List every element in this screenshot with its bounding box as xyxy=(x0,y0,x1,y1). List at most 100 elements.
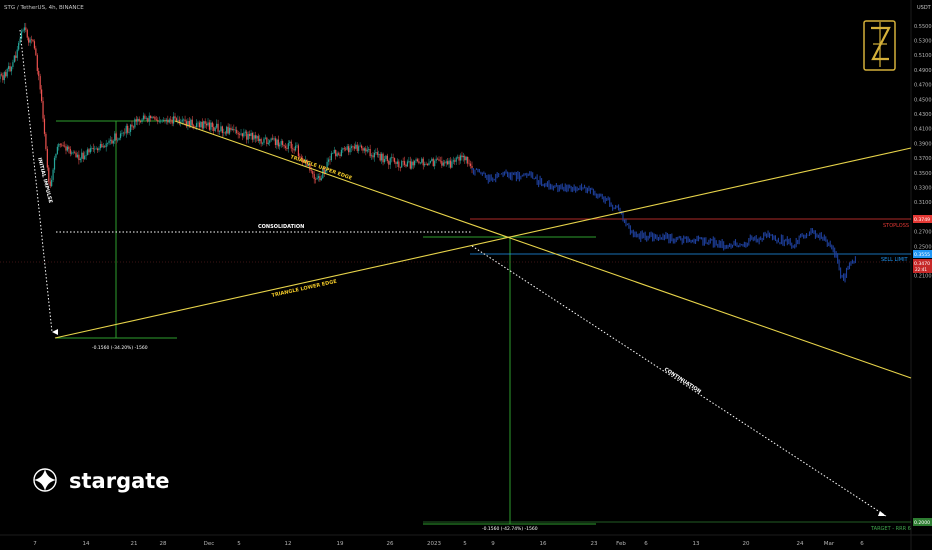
candle-body xyxy=(457,156,459,158)
candle-body xyxy=(16,49,18,58)
candle-body xyxy=(101,144,103,148)
candle-body xyxy=(10,66,13,72)
candle-body xyxy=(221,126,223,133)
candle-body xyxy=(249,134,251,136)
x-tick-label: 6 xyxy=(860,541,864,547)
candle-body xyxy=(0,74,1,79)
candle-body xyxy=(61,144,63,146)
candle-body xyxy=(210,122,212,130)
candle-body xyxy=(276,139,278,146)
candle-body xyxy=(352,146,354,147)
candle-body xyxy=(372,155,374,158)
candle-body xyxy=(35,48,37,56)
candle-body xyxy=(274,138,277,146)
candle-body xyxy=(329,159,331,161)
candle-body xyxy=(29,39,31,43)
candle-body xyxy=(231,129,234,130)
candle-body xyxy=(86,149,89,155)
candle-body xyxy=(335,149,337,157)
triangle-lower-edge[interactable] xyxy=(54,147,912,339)
y-tick-label: 0.5500 xyxy=(914,24,932,30)
measure-label-initial: -0.1560 (-34.20%) -1560 xyxy=(92,345,148,351)
x-tick-label: 24 xyxy=(797,541,804,547)
triangle-upper-edge[interactable] xyxy=(174,120,912,379)
candle-body xyxy=(234,129,236,131)
candle-body xyxy=(59,143,61,145)
candle-body xyxy=(393,158,396,163)
candle-body xyxy=(438,159,440,161)
svg-text:0.3470: 0.3470 xyxy=(914,261,930,267)
candle-body xyxy=(313,174,315,180)
candle-body xyxy=(369,149,371,157)
candle-body xyxy=(434,160,436,167)
candle-body xyxy=(194,126,196,128)
x-tick-label: 23 xyxy=(591,541,598,547)
candle-body xyxy=(99,144,102,149)
candle-body xyxy=(69,149,71,154)
candle-body xyxy=(127,125,129,133)
candle-body xyxy=(458,156,460,161)
candle-body xyxy=(378,154,380,155)
candle-body xyxy=(261,142,264,144)
candle-body xyxy=(464,155,466,161)
price-unit: USDT xyxy=(917,5,932,11)
candle-body xyxy=(112,140,114,144)
candle-body xyxy=(58,143,60,147)
x-tick-label: 21 xyxy=(131,541,138,547)
candle-body xyxy=(124,132,126,134)
candle-body xyxy=(253,135,255,140)
candle-body xyxy=(190,119,192,127)
candle-body xyxy=(84,155,86,160)
brand-logo-badge xyxy=(863,20,896,71)
candle-body xyxy=(236,129,238,134)
candle-body xyxy=(461,155,463,158)
candle-body xyxy=(240,133,242,135)
candle-body xyxy=(2,75,4,81)
candle-body xyxy=(448,160,450,165)
candle-body xyxy=(343,148,345,149)
candle-body xyxy=(303,162,305,163)
stoploss-label: STOPLOSS xyxy=(883,223,909,229)
x-tick-label: 14 xyxy=(83,541,90,547)
candle-body xyxy=(293,149,295,151)
candle-body xyxy=(284,146,287,148)
x-tick-label: 19 xyxy=(337,541,344,547)
candle-body xyxy=(300,156,302,159)
candle-body xyxy=(282,141,284,146)
candle-body xyxy=(181,119,183,122)
candle-body xyxy=(267,142,269,144)
impulse-path xyxy=(19,29,53,333)
y-tick-label: 0.4700 xyxy=(914,83,932,89)
candle-body xyxy=(402,161,404,162)
candle-body xyxy=(391,157,393,159)
candle-body xyxy=(355,144,357,149)
x-tick-label: 6 xyxy=(644,541,648,547)
candle-body xyxy=(256,135,258,139)
candle-body xyxy=(260,138,262,144)
svg-text:22:41: 22:41 xyxy=(915,267,927,272)
candle-body xyxy=(250,133,252,136)
candle-body xyxy=(33,41,36,49)
y-tick-label: 0.3300 xyxy=(914,186,932,192)
candle-body xyxy=(449,160,452,168)
candle-body xyxy=(409,161,411,169)
candle-body xyxy=(254,135,256,139)
y-tick-label: 0.4900 xyxy=(914,68,932,74)
candle-body xyxy=(359,145,361,147)
candle-body xyxy=(82,152,84,160)
time-axis[interactable]: 7 14 21 28 Dec 5 12 19 26 2023 5 9 16 23 Feb 6 13 20 24 Mar… xyxy=(33,541,864,547)
candle-body xyxy=(273,138,275,140)
svg-text:0.3749: 0.3749 xyxy=(914,217,930,223)
candle-body xyxy=(227,126,229,134)
candle-body xyxy=(56,146,58,154)
candle-body xyxy=(43,118,46,134)
candle-body xyxy=(36,55,38,71)
candle-body xyxy=(230,127,232,130)
candle-body xyxy=(139,121,142,122)
candle-body xyxy=(471,165,473,169)
candle-body xyxy=(148,115,150,122)
candle-body xyxy=(41,89,43,102)
candle-body xyxy=(151,116,153,119)
measure-tool-initial: -0.1560 (-34.20%) -1560 xyxy=(56,120,177,351)
